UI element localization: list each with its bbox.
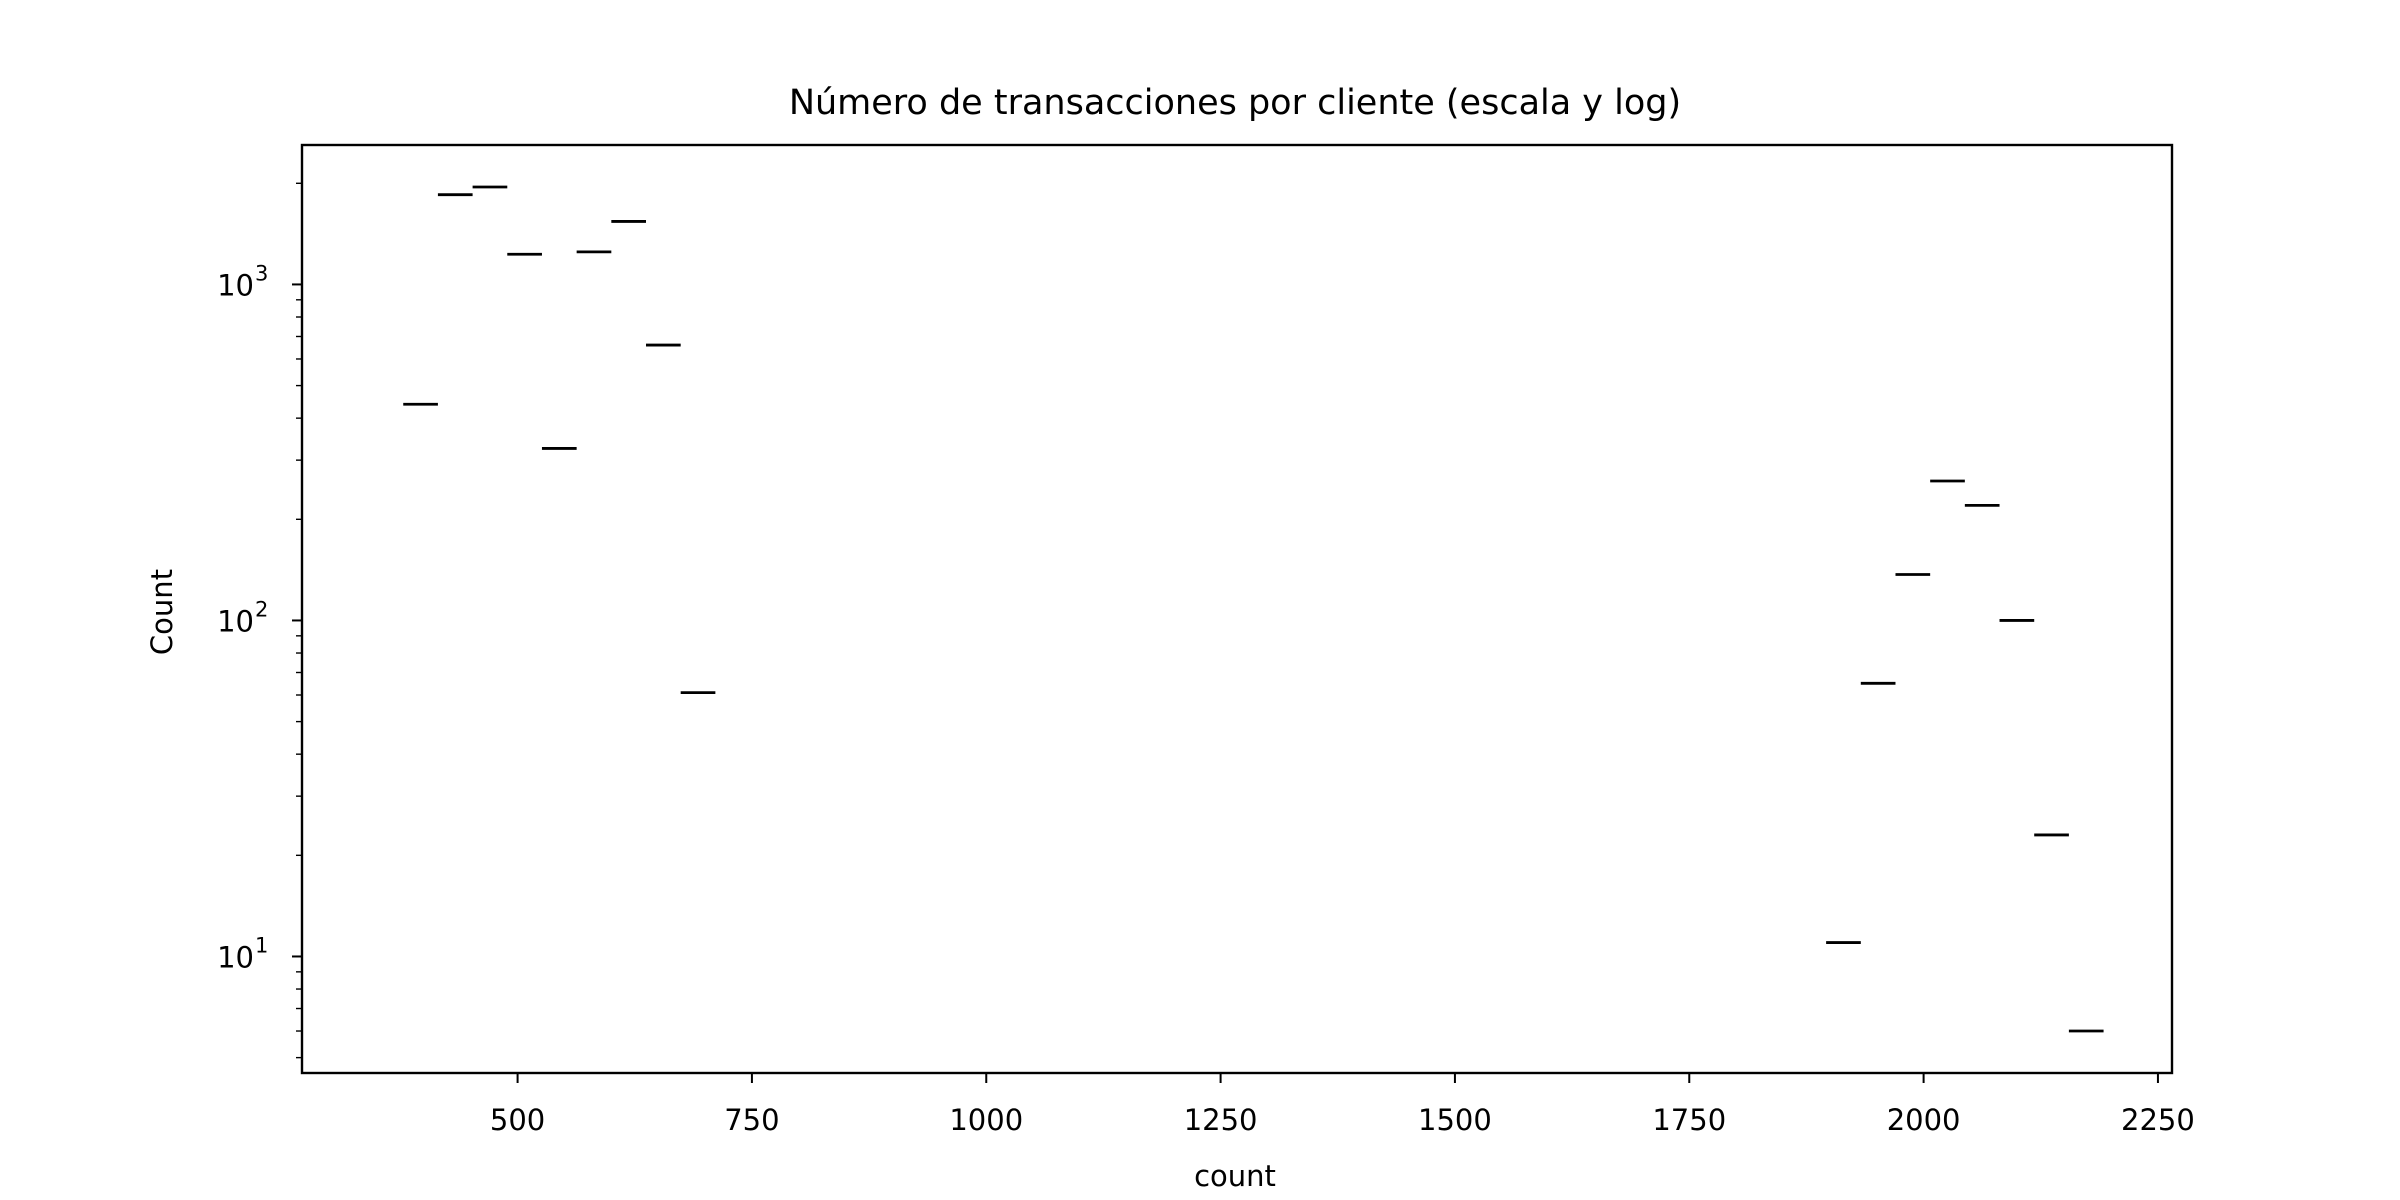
y-axis-label: Count (145, 569, 179, 655)
y-tick-exponent-0: 1 (255, 933, 268, 957)
y-tick-exponent-2: 3 (255, 261, 268, 285)
y-tick-label-2: 10 (217, 268, 254, 302)
y-tick-label-1: 10 (217, 604, 254, 638)
x-tick-label-3: 1250 (1184, 1103, 1258, 1137)
x-tick-label-4: 1500 (1418, 1103, 1492, 1137)
y-tick-exponent-1: 2 (255, 597, 268, 621)
x-tick-label-6: 2000 (1887, 1103, 1961, 1137)
x-tick-label-1: 750 (724, 1103, 779, 1137)
x-tick-label-2: 1000 (949, 1103, 1023, 1137)
y-tick-label-0: 10 (217, 940, 254, 974)
x-axis-label: count (1194, 1159, 1276, 1193)
chart-title: Número de transacciones por cliente (esc… (789, 83, 1681, 123)
x-tick-label-7: 2250 (2121, 1103, 2195, 1137)
plot-frame (302, 145, 2172, 1073)
x-tick-label-5: 1750 (1652, 1103, 1726, 1137)
x-tick-label-0: 500 (490, 1103, 545, 1137)
